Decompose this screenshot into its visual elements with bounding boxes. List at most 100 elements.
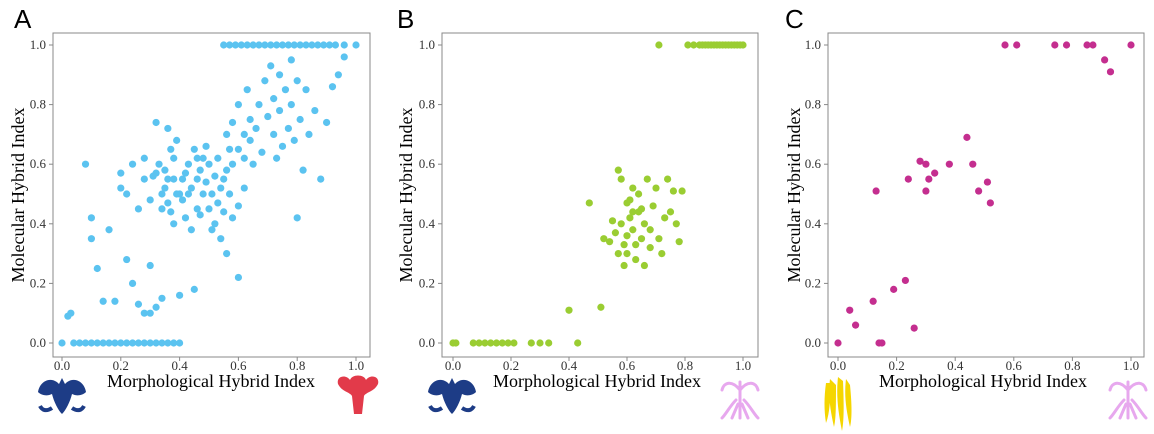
data-point-b xyxy=(739,41,747,49)
data-point-b xyxy=(452,339,460,347)
panel-label-a: A xyxy=(14,4,32,34)
data-point-a xyxy=(273,154,281,162)
data-point-a xyxy=(273,41,281,49)
data-point-a xyxy=(299,166,307,174)
points-group-c xyxy=(834,41,1135,347)
data-point-a xyxy=(170,154,178,162)
x-tick-label-b: 0.8 xyxy=(677,358,693,373)
y-tick-label-b: 0.4 xyxy=(419,216,436,231)
data-point-c xyxy=(1013,41,1021,49)
data-point-a xyxy=(87,235,95,243)
data-point-c xyxy=(910,324,918,332)
data-point-a xyxy=(184,160,193,168)
x-tick-label-b: 1.0 xyxy=(735,358,751,373)
plot-frame-b xyxy=(441,32,759,358)
parent-flower-yellow-icon xyxy=(824,377,852,431)
data-point-a xyxy=(173,190,181,198)
x-tick-label-c: 0.4 xyxy=(947,358,964,373)
data-point-c xyxy=(890,285,898,293)
x-axis-title-a: Morphological Hybrid Index xyxy=(107,371,315,391)
x-axis-title-b: Morphological Hybrid Index xyxy=(493,371,701,391)
data-point-a xyxy=(117,339,125,347)
data-point-a xyxy=(173,136,181,144)
data-point-b xyxy=(637,205,646,213)
data-point-a xyxy=(270,95,278,103)
data-point-a xyxy=(190,285,198,293)
data-point-a xyxy=(240,130,248,138)
data-point-c xyxy=(872,187,880,195)
data-point-a xyxy=(208,190,216,198)
data-point-b xyxy=(481,339,489,347)
data-point-c xyxy=(922,187,930,195)
x-tick-label-a: 0.0 xyxy=(54,358,70,373)
data-point-a xyxy=(155,160,163,168)
data-point-a xyxy=(246,136,254,144)
plot-frame-c xyxy=(827,32,1145,358)
data-point-a xyxy=(314,41,322,49)
parent-flower-red-icon xyxy=(337,375,379,414)
data-point-a xyxy=(340,53,348,61)
tick-group-b: 0.0 0.2 0.4 0.6 0.8 1.0 0.0 0.2 0.4 0.6 0.8 1.0 xyxy=(419,37,751,373)
data-point-b xyxy=(632,255,640,264)
x-tick-label-b: 0.4 xyxy=(561,358,578,373)
data-point-a xyxy=(225,41,234,49)
panel-label-b: B xyxy=(397,4,414,34)
data-point-a xyxy=(164,339,172,347)
data-point-a xyxy=(134,300,143,308)
data-point-c xyxy=(1101,56,1109,64)
data-point-b xyxy=(629,226,637,234)
data-point-a xyxy=(87,214,95,222)
data-point-b xyxy=(635,190,643,198)
data-point-b xyxy=(672,220,680,228)
data-point-a xyxy=(105,339,113,347)
data-point-a xyxy=(111,297,119,305)
y-tick-label-b: 0.2 xyxy=(419,275,435,290)
data-point-b xyxy=(527,339,535,347)
data-point-a xyxy=(176,339,184,347)
parent-flower-dark-blue-icon xyxy=(38,378,86,414)
data-point-a xyxy=(267,62,275,70)
data-point-b xyxy=(475,339,483,347)
data-point-a xyxy=(249,160,257,168)
data-point-a xyxy=(111,339,119,347)
data-point-b xyxy=(623,250,631,258)
data-point-a xyxy=(117,184,125,192)
data-point-a xyxy=(128,160,137,168)
data-point-a xyxy=(237,41,245,49)
data-point-b xyxy=(690,41,698,49)
data-point-a xyxy=(190,145,198,153)
data-point-c xyxy=(869,297,877,305)
data-point-a xyxy=(334,71,342,79)
data-point-a xyxy=(134,339,143,347)
y-tick-label-b: 0.8 xyxy=(419,97,435,112)
data-point-a xyxy=(328,83,337,91)
data-point-c xyxy=(878,339,886,347)
points-group-b xyxy=(449,41,747,347)
data-point-b xyxy=(574,339,582,347)
data-point-c xyxy=(1127,41,1135,49)
panel-a: A 0.0 0.2 0.4 0.6 0.8 1.0 0.0 0.2 0.4 0.6 0.8 1.0 M… xyxy=(8,4,379,414)
data-point-c xyxy=(925,175,933,183)
data-point-a xyxy=(234,145,242,153)
data-point-a xyxy=(205,205,213,213)
x-tick-label-c: 0.6 xyxy=(1006,358,1023,373)
data-point-a xyxy=(264,112,272,121)
data-point-b xyxy=(658,250,666,258)
data-point-a xyxy=(214,154,222,162)
data-point-a xyxy=(284,124,292,133)
data-point-a xyxy=(234,273,242,282)
data-point-a xyxy=(158,339,166,347)
data-point-a xyxy=(225,145,234,153)
data-point-a xyxy=(152,303,160,311)
data-point-a xyxy=(225,190,234,198)
y-tick-label-b: 0.0 xyxy=(419,335,435,350)
data-point-a xyxy=(205,160,213,168)
data-point-b xyxy=(664,175,672,183)
data-point-a xyxy=(323,118,331,127)
data-point-a xyxy=(223,250,231,258)
data-point-a xyxy=(181,169,190,177)
data-point-a xyxy=(261,77,269,85)
data-point-c xyxy=(931,169,939,177)
data-point-a xyxy=(220,41,228,49)
data-point-a xyxy=(320,41,328,49)
